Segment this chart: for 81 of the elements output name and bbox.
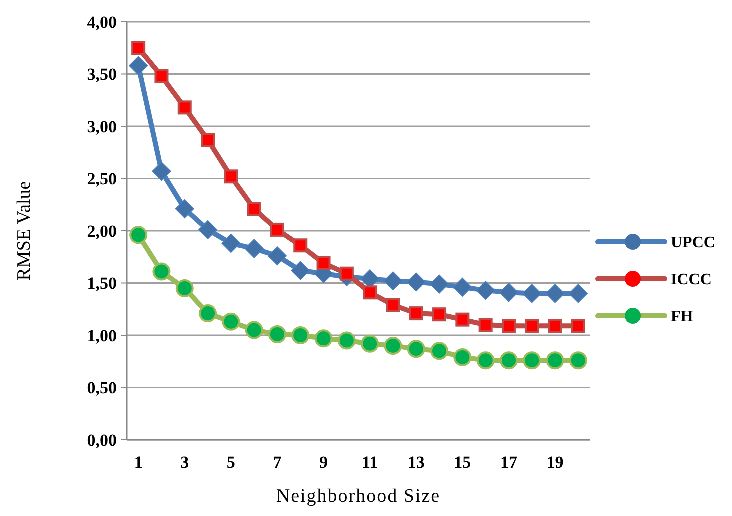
y-tick-label: 1,00 — [87, 326, 117, 346]
point — [292, 326, 310, 344]
point — [454, 348, 472, 366]
point — [247, 202, 262, 216]
x-tick-label: 17 — [500, 453, 518, 472]
point — [316, 256, 331, 270]
point — [430, 274, 450, 294]
point — [270, 222, 284, 237]
x-tick-label: 13 — [408, 453, 425, 472]
point — [386, 298, 400, 312]
point — [199, 304, 218, 323]
point — [361, 334, 380, 353]
point — [291, 261, 310, 280]
y-tick-label: 4,00 — [87, 12, 117, 32]
point — [409, 306, 424, 321]
x-tick-label: 15 — [454, 453, 472, 472]
point — [152, 262, 171, 281]
point — [154, 69, 169, 84]
point — [476, 352, 495, 370]
point — [384, 336, 402, 355]
point — [456, 312, 470, 327]
x-axis-title: Neighborhood Size — [276, 486, 441, 507]
x-tick-label: 1 — [134, 453, 143, 472]
x-tick-label: 3 — [180, 453, 190, 472]
point — [224, 170, 238, 184]
point — [548, 319, 562, 334]
x-tick-label: 7 — [273, 453, 282, 472]
point — [152, 162, 172, 181]
y-tick-label: 2,00 — [87, 222, 117, 241]
point — [294, 238, 308, 253]
point — [432, 308, 447, 322]
point — [268, 246, 287, 266]
point — [406, 272, 426, 292]
x-tick-label: 5 — [226, 453, 236, 472]
point — [129, 56, 148, 76]
point — [340, 266, 354, 281]
y-axis-title: RMSE Value — [14, 181, 35, 281]
point — [502, 319, 516, 334]
y-tick-label: 0,00 — [87, 430, 117, 450]
point — [268, 325, 286, 344]
y-tick-label: 3,00 — [87, 117, 117, 136]
y-tick-label: 1,50 — [87, 274, 117, 294]
point — [338, 332, 356, 350]
legend-label: ICCC — [671, 272, 712, 289]
point — [201, 133, 216, 148]
point — [244, 239, 264, 258]
point — [314, 330, 333, 348]
point — [132, 41, 146, 56]
point — [478, 318, 493, 332]
point — [499, 283, 518, 302]
point — [175, 200, 194, 219]
point — [384, 272, 403, 291]
point — [522, 284, 542, 304]
legend-label: UPCC — [671, 234, 716, 252]
x-tick-label: 11 — [362, 453, 378, 472]
x-tick-label: 19 — [546, 453, 564, 472]
point — [569, 352, 588, 370]
point — [546, 284, 565, 304]
point — [568, 284, 588, 304]
point — [430, 342, 449, 360]
point — [523, 352, 542, 370]
y-tick-label: 2,50 — [87, 170, 117, 189]
point — [222, 234, 241, 254]
point — [363, 286, 378, 300]
x-tick-label: 9 — [320, 453, 328, 472]
point — [500, 352, 518, 370]
point — [525, 319, 540, 334]
point — [176, 279, 194, 298]
point — [476, 281, 496, 300]
point — [130, 226, 148, 244]
legend-label: FH — [671, 308, 694, 326]
point — [198, 220, 218, 240]
y-tick-label: 0,50 — [87, 378, 117, 398]
point — [222, 312, 240, 331]
point — [571, 319, 586, 334]
point — [453, 278, 472, 297]
point — [407, 340, 426, 358]
point — [245, 321, 264, 340]
y-tick-label: 3,50 — [87, 65, 117, 84]
point — [178, 100, 192, 115]
point — [546, 352, 564, 370]
